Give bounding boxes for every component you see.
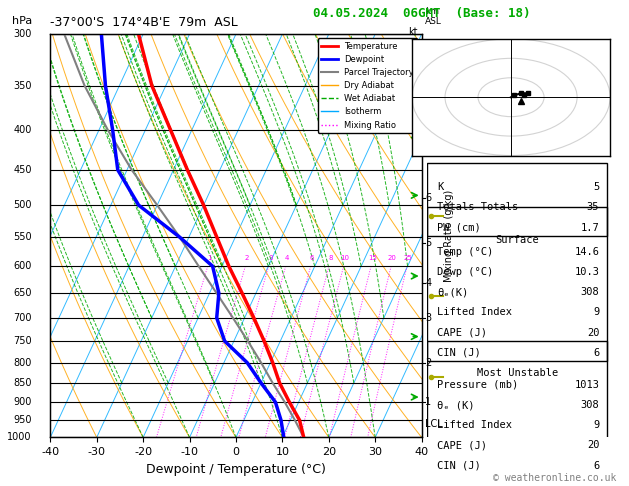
Text: 2: 2 bbox=[425, 358, 431, 367]
X-axis label: Dewpoint / Temperature (°C): Dewpoint / Temperature (°C) bbox=[146, 463, 326, 476]
Text: 650: 650 bbox=[13, 288, 31, 298]
Text: 400: 400 bbox=[13, 125, 31, 136]
Text: Mixing Ratio (g/kg): Mixing Ratio (g/kg) bbox=[444, 190, 454, 282]
Text: 450: 450 bbox=[13, 165, 31, 175]
Text: 10: 10 bbox=[340, 255, 350, 260]
Text: 350: 350 bbox=[13, 81, 31, 91]
Text: 8: 8 bbox=[425, 90, 431, 100]
Text: 1013: 1013 bbox=[574, 380, 599, 390]
Text: θₑ (K): θₑ (K) bbox=[437, 400, 474, 410]
Text: 6: 6 bbox=[310, 255, 314, 260]
Text: 500: 500 bbox=[13, 200, 31, 210]
Text: CIN (J): CIN (J) bbox=[437, 347, 481, 358]
Text: 308: 308 bbox=[581, 400, 599, 410]
Text: 20: 20 bbox=[388, 255, 397, 260]
Text: 4: 4 bbox=[285, 255, 289, 260]
Text: 308: 308 bbox=[581, 287, 599, 297]
Text: Dewp (°C): Dewp (°C) bbox=[437, 267, 493, 277]
Text: CAPE (J): CAPE (J) bbox=[437, 440, 487, 451]
Bar bbox=[427, 208, 607, 361]
Text: 14.6: 14.6 bbox=[574, 247, 599, 257]
Text: 5: 5 bbox=[593, 182, 599, 192]
Text: 900: 900 bbox=[13, 397, 31, 407]
Text: 4: 4 bbox=[425, 278, 431, 288]
Text: 35: 35 bbox=[587, 203, 599, 212]
Text: 6: 6 bbox=[425, 193, 431, 204]
Text: 1.7: 1.7 bbox=[581, 223, 599, 233]
Text: 2: 2 bbox=[245, 255, 249, 260]
Text: 5: 5 bbox=[425, 238, 431, 248]
Text: 8: 8 bbox=[328, 255, 333, 260]
Text: 6: 6 bbox=[593, 347, 599, 358]
Text: PW (cm): PW (cm) bbox=[437, 223, 481, 233]
Text: 1: 1 bbox=[207, 255, 212, 260]
Text: CIN (J): CIN (J) bbox=[437, 461, 481, 470]
Text: Most Unstable: Most Unstable bbox=[477, 368, 558, 378]
Bar bbox=[427, 341, 607, 474]
Text: 300: 300 bbox=[13, 29, 31, 39]
Text: Surface: Surface bbox=[495, 235, 539, 245]
Text: Totals Totals: Totals Totals bbox=[437, 203, 518, 212]
Text: 9: 9 bbox=[593, 420, 599, 430]
Text: 1: 1 bbox=[425, 397, 431, 407]
Text: θₑ(K): θₑ(K) bbox=[437, 287, 469, 297]
Text: 750: 750 bbox=[13, 336, 31, 346]
Text: 600: 600 bbox=[13, 261, 31, 271]
Text: 1000: 1000 bbox=[8, 433, 31, 442]
Text: 950: 950 bbox=[13, 415, 31, 425]
Text: 850: 850 bbox=[13, 378, 31, 388]
Text: 20: 20 bbox=[587, 328, 599, 337]
Text: 3: 3 bbox=[425, 313, 431, 323]
Text: 25: 25 bbox=[404, 255, 413, 260]
Text: 800: 800 bbox=[13, 358, 31, 367]
Text: CAPE (J): CAPE (J) bbox=[437, 328, 487, 337]
Text: 9: 9 bbox=[593, 307, 599, 317]
Text: LCL: LCL bbox=[425, 419, 443, 429]
Bar bbox=[427, 163, 607, 236]
Text: 10.3: 10.3 bbox=[574, 267, 599, 277]
Text: © weatheronline.co.uk: © weatheronline.co.uk bbox=[493, 473, 616, 483]
Text: Temp (°C): Temp (°C) bbox=[437, 247, 493, 257]
Text: K: K bbox=[437, 182, 443, 192]
Text: kt: kt bbox=[408, 27, 418, 36]
Text: Lifted Index: Lifted Index bbox=[437, 420, 512, 430]
Text: Lifted Index: Lifted Index bbox=[437, 307, 512, 317]
Text: 3: 3 bbox=[268, 255, 272, 260]
Text: km
ASL: km ASL bbox=[425, 6, 442, 26]
Text: -37°00'S  174°4B'E  79m  ASL: -37°00'S 174°4B'E 79m ASL bbox=[50, 16, 238, 29]
Bar bbox=[427, 474, 607, 486]
Text: 6: 6 bbox=[593, 461, 599, 470]
Text: 15: 15 bbox=[368, 255, 377, 260]
Text: 7: 7 bbox=[425, 142, 431, 152]
Text: 20: 20 bbox=[587, 440, 599, 451]
Text: Pressure (mb): Pressure (mb) bbox=[437, 380, 518, 390]
Text: hPa: hPa bbox=[11, 16, 31, 26]
Text: 550: 550 bbox=[13, 232, 31, 242]
Text: 700: 700 bbox=[13, 313, 31, 323]
Text: 04.05.2024  06GMT  (Base: 18): 04.05.2024 06GMT (Base: 18) bbox=[313, 7, 530, 20]
Legend: Temperature, Dewpoint, Parcel Trajectory, Dry Adiabat, Wet Adiabat, Isotherm, Mi: Temperature, Dewpoint, Parcel Trajectory… bbox=[318, 38, 418, 133]
